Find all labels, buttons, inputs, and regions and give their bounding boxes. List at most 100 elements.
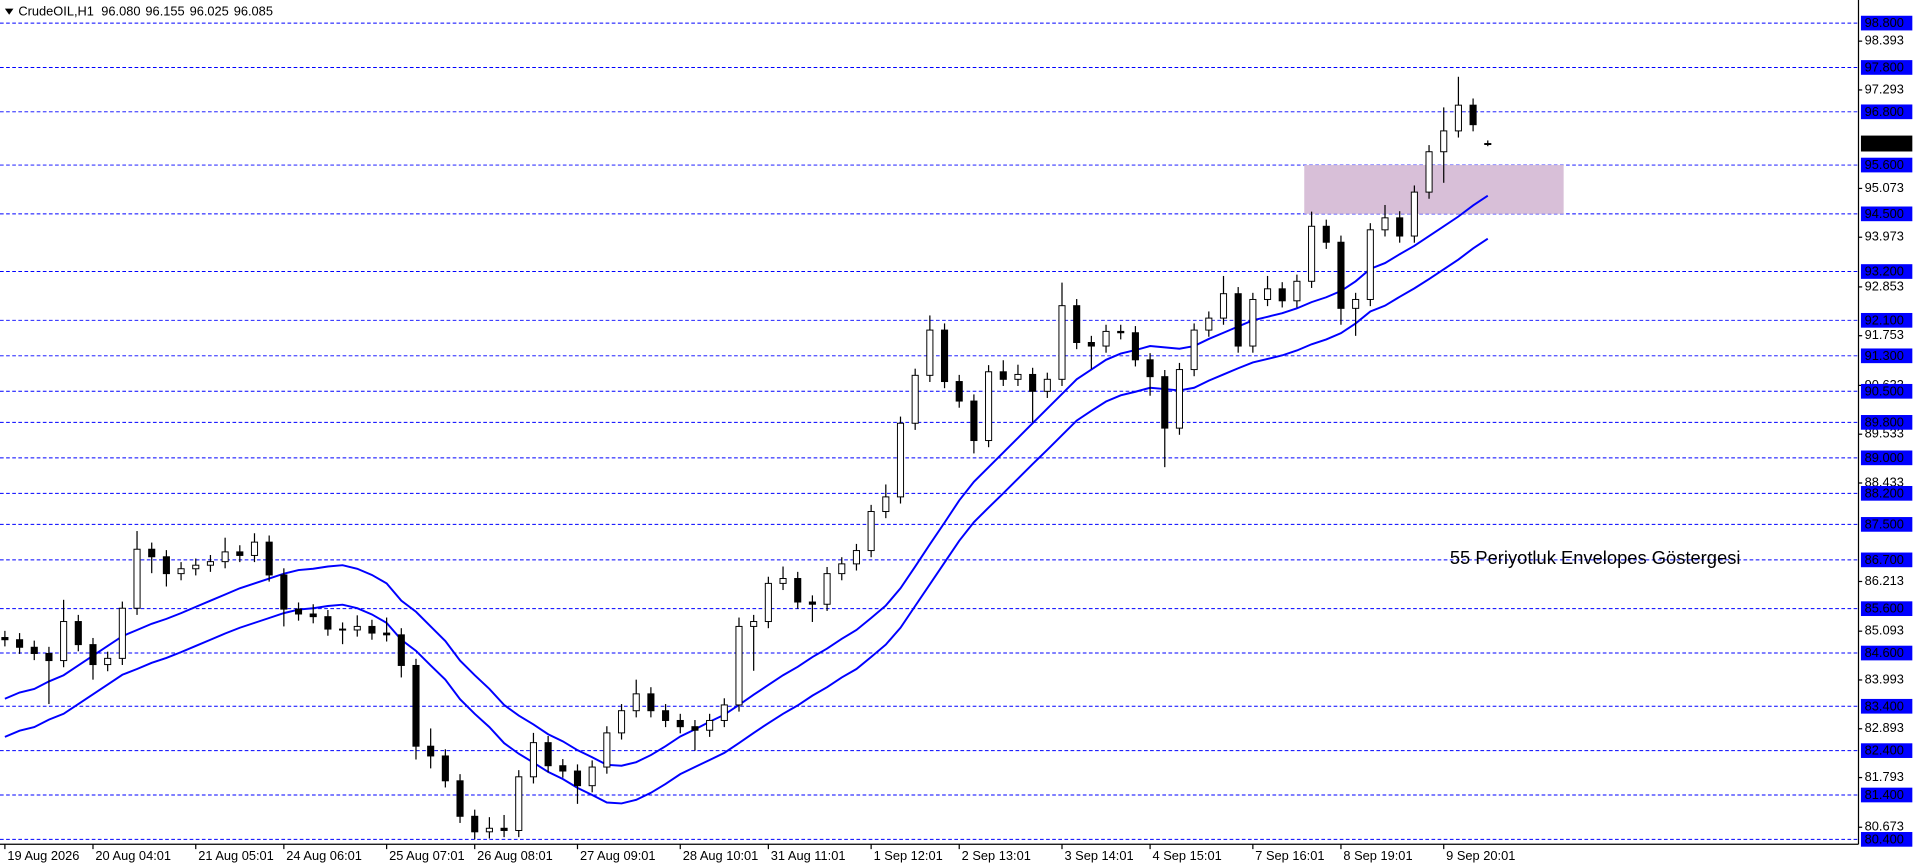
candle-layer	[1, 76, 1492, 840]
candle-body	[1087, 342, 1095, 347]
level-label-box	[1860, 645, 1913, 661]
candle-body	[412, 664, 420, 747]
candle-body	[1308, 225, 1316, 282]
level-label: 88.200	[1865, 485, 1904, 500]
label-layer: 19 Aug 2026 20 Aug 04:01 21 Aug 05:01 24 Au…	[7, 15, 1913, 863]
current-price-box	[1860, 135, 1913, 152]
y-tick-label: 88.433	[1865, 474, 1904, 489]
candle-body	[485, 827, 493, 833]
level-label-box	[1860, 517, 1913, 532]
x-tick-label: 24 Aug 06:01	[286, 848, 362, 863]
candle-body	[471, 815, 479, 833]
x-tick-label: 19 Aug 2026	[7, 848, 79, 863]
x-tick-label: 2 Sep 13:01	[962, 848, 1031, 863]
x-tick-label: 9 Sep 20:01	[1446, 848, 1515, 863]
candle-body	[867, 511, 875, 552]
candle-body	[1073, 305, 1081, 343]
candle-body	[1293, 280, 1301, 302]
candle-body	[544, 742, 552, 767]
level-label: 83.400	[1865, 698, 1904, 713]
candle-body	[1175, 369, 1184, 429]
x-tick-label: 25 Aug 07:01	[389, 848, 465, 863]
candle-body	[1219, 293, 1228, 319]
header-close: 96.085	[234, 4, 273, 19]
y-tick-label: 97.293	[1865, 81, 1904, 96]
candle-body	[529, 742, 537, 778]
candle-body	[206, 561, 214, 566]
level-label: 85.600	[1865, 601, 1904, 616]
y-tick-label: 98.393	[1865, 33, 1904, 48]
x-tick-label: 1 Sep 12:01	[874, 848, 943, 863]
price-zone	[1304, 165, 1564, 214]
candle-body	[1117, 330, 1125, 334]
candle-body	[236, 551, 244, 556]
candle-body	[662, 710, 670, 721]
current-price-label: 96.085	[1865, 136, 1904, 151]
level-label-box	[1860, 415, 1913, 430]
candle-body	[133, 548, 141, 609]
candle-body	[838, 563, 846, 575]
candle-body	[1029, 373, 1037, 392]
candle-body	[1, 637, 9, 641]
candle-body	[16, 639, 24, 648]
candle-body	[309, 613, 317, 618]
y-tick-label: 85.093	[1865, 623, 1904, 638]
candle-body	[104, 657, 112, 666]
level-label: 82.400	[1865, 743, 1904, 758]
candle-body	[735, 625, 743, 706]
candle-body	[676, 719, 684, 728]
level-label-box	[1860, 787, 1913, 803]
candle-body	[970, 400, 978, 442]
axis-layer	[0, 0, 1863, 850]
candle-body	[588, 766, 596, 787]
candle-body	[221, 551, 229, 563]
candle-body	[559, 765, 567, 772]
candle-body	[985, 371, 993, 442]
level-label-box	[1860, 450, 1913, 466]
candle-body	[1205, 317, 1213, 331]
candle-body	[500, 827, 508, 831]
level-label: 80.400	[1865, 831, 1904, 846]
level-label: 90.500	[1865, 383, 1904, 398]
candle-body	[368, 625, 376, 634]
zone-layer	[1304, 165, 1564, 214]
level-label-box	[1860, 348, 1913, 364]
candle-body	[1263, 288, 1272, 300]
y-tick-label: 91.753	[1865, 327, 1904, 342]
candle-body	[515, 776, 523, 831]
candle-body	[148, 548, 156, 558]
level-label: 89.000	[1865, 450, 1904, 465]
candle-body	[1102, 330, 1110, 347]
candle-body	[750, 621, 758, 627]
candle-body	[177, 568, 185, 575]
candle-body	[808, 601, 816, 605]
candle-body	[926, 329, 934, 376]
level-label: 97.800	[1865, 59, 1904, 74]
candle-body	[118, 607, 126, 659]
candle-body	[456, 780, 464, 817]
candle-body	[441, 755, 449, 782]
candle-body	[896, 422, 905, 498]
candle-body	[794, 578, 802, 603]
candle-body	[30, 646, 38, 654]
candle-body	[1352, 298, 1360, 309]
x-tick-label: 3 Sep 14:01	[1064, 848, 1133, 863]
candle-body	[706, 719, 714, 731]
candle-body	[353, 625, 361, 631]
x-tick-label: 31 Aug 11:01	[771, 848, 846, 863]
y-tick-label: 86.213	[1865, 573, 1904, 588]
x-tick-label: 7 Sep 16:01	[1255, 848, 1324, 863]
level-label-box	[1860, 157, 1913, 173]
candle-body	[1484, 143, 1492, 146]
level-label-box	[1860, 15, 1913, 31]
candle-body	[617, 710, 626, 734]
candle-body	[1381, 217, 1389, 231]
x-tick-label: 28 Aug 10:01	[683, 848, 759, 863]
level-label-box	[1860, 832, 1913, 847]
candle-body	[779, 578, 787, 584]
y-tick-label: 81.793	[1865, 769, 1904, 784]
candle-body	[1410, 191, 1418, 237]
candle-body	[1337, 241, 1345, 309]
